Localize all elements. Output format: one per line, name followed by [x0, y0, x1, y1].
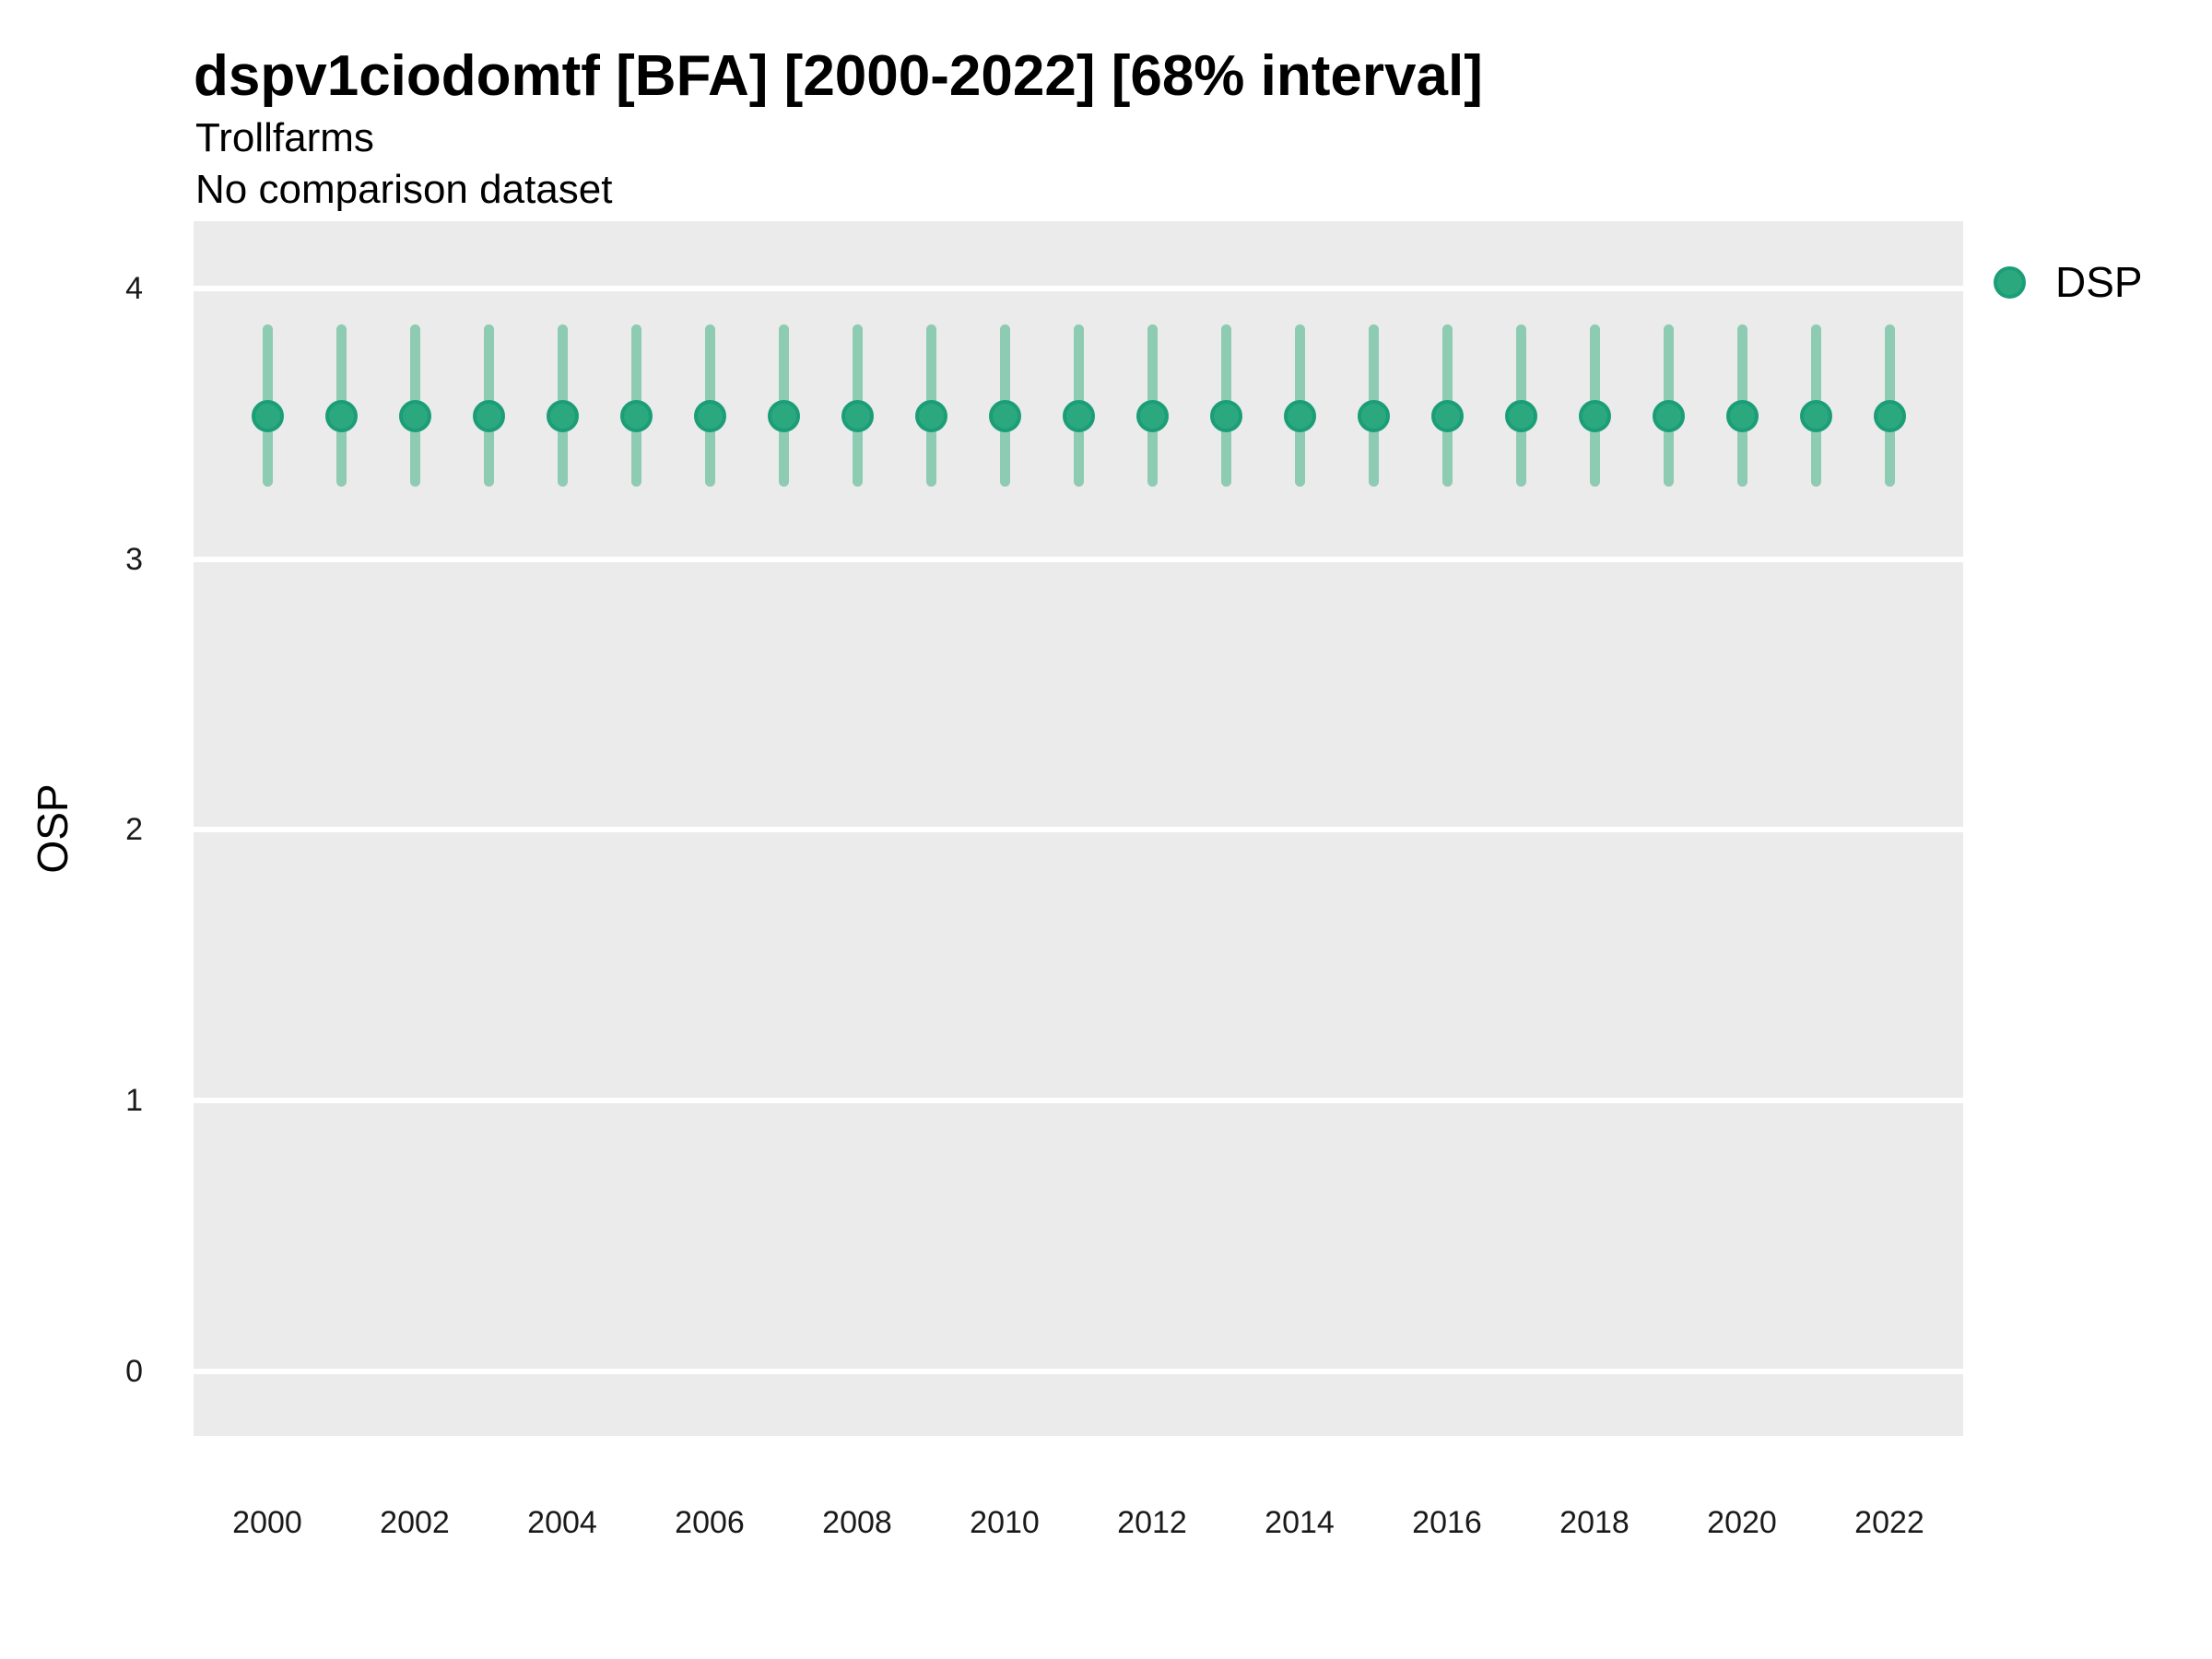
- x-tick-label: 2008: [822, 1505, 892, 1540]
- chart-subtitle-line1: Trollfarms: [195, 115, 374, 160]
- chart-subtitle-line2: No comparison dataset: [195, 167, 613, 212]
- gridline: [194, 1368, 1963, 1374]
- gridline: [194, 286, 1963, 292]
- y-tick-label: 1: [125, 1083, 143, 1118]
- gridline: [194, 1098, 1963, 1103]
- data-point: [1430, 399, 1464, 432]
- data-point: [767, 399, 800, 432]
- gridline: [194, 556, 1963, 562]
- data-point: [1135, 399, 1169, 432]
- legend-point-marker-icon: [1994, 265, 2026, 299]
- x-tick-label: 2004: [527, 1505, 597, 1540]
- x-tick-label: 2022: [1854, 1505, 1924, 1540]
- data-point: [324, 399, 358, 432]
- data-point: [914, 399, 947, 432]
- data-point: [841, 399, 874, 432]
- legend-label: DSP: [2055, 258, 2143, 306]
- data-point: [546, 399, 579, 432]
- x-tick-label: 2002: [380, 1505, 450, 1540]
- y-tick-label: 3: [125, 541, 143, 577]
- data-point: [1283, 399, 1316, 432]
- x-tick-label: 2006: [675, 1505, 745, 1540]
- x-tick-label: 2016: [1412, 1505, 1482, 1540]
- data-point: [398, 399, 431, 432]
- legend: DSP: [1994, 261, 2143, 303]
- x-tick-label: 2000: [232, 1505, 302, 1540]
- data-point: [1578, 399, 1611, 432]
- x-tick-label: 2014: [1265, 1505, 1335, 1540]
- data-point: [1357, 399, 1390, 432]
- data-point: [1062, 399, 1095, 432]
- y-tick-label: 4: [125, 271, 143, 307]
- data-point: [1652, 399, 1685, 432]
- chart-title: dspv1ciodomtf [BFA] [2000-2022] [68% int…: [194, 44, 1483, 108]
- y-tick-label: 2: [125, 812, 143, 848]
- data-point: [1504, 399, 1537, 432]
- data-point: [251, 399, 284, 432]
- data-point: [988, 399, 1021, 432]
- data-point: [1725, 399, 1759, 432]
- data-point: [1799, 399, 1832, 432]
- plot-panel: [194, 221, 1963, 1436]
- data-point: [472, 399, 505, 432]
- data-point: [1873, 399, 1906, 432]
- data-point: [1209, 399, 1242, 432]
- data-point: [693, 399, 726, 432]
- x-tick-label: 2018: [1559, 1505, 1630, 1540]
- x-tick-label: 2012: [1117, 1505, 1187, 1540]
- data-point: [619, 399, 653, 432]
- x-tick-label: 2020: [1707, 1505, 1777, 1540]
- gridline: [194, 827, 1963, 833]
- y-tick-label: 0: [125, 1353, 143, 1389]
- chart-subtitle: Trollfarms No comparison dataset: [195, 112, 612, 216]
- x-tick-label: 2010: [970, 1505, 1040, 1540]
